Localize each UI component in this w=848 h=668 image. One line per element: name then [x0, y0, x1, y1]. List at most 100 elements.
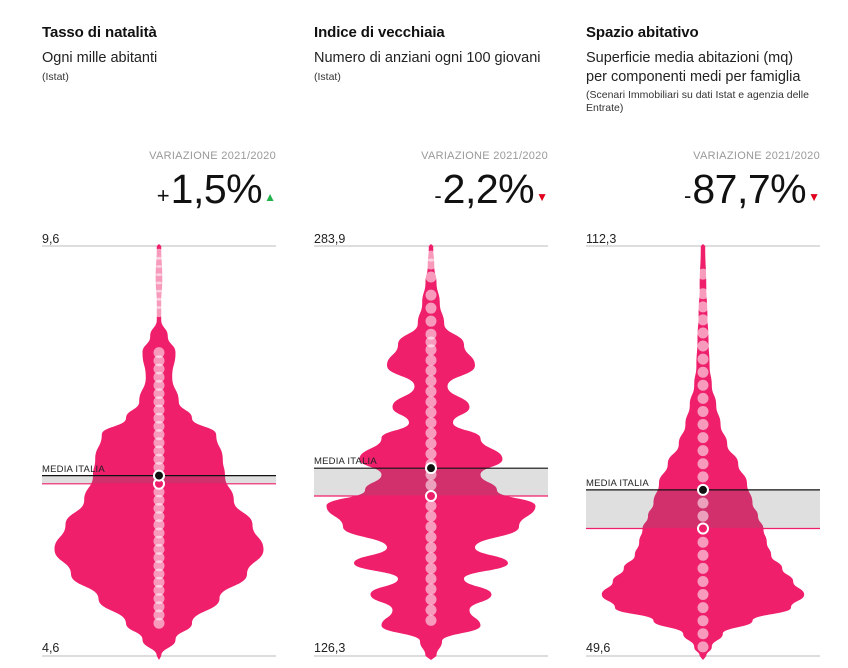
triangle-up-icon: ▲: [264, 190, 276, 204]
data-point: [153, 355, 165, 367]
data-point: [697, 288, 709, 300]
data-point: [425, 302, 437, 314]
data-point: [153, 371, 165, 383]
data-point: [697, 366, 709, 378]
variation: + 1,5% ▲: [157, 166, 276, 213]
data-point: [425, 258, 437, 270]
data-point: [697, 432, 709, 444]
data-point: [153, 396, 165, 408]
data-point: [153, 445, 165, 457]
data-point: [153, 420, 165, 432]
violin-plot: 9,6 4,6 MEDIA ITALIA: [42, 232, 276, 662]
subtitle-text: Superficie media abitazioni (mq) per com…: [586, 50, 801, 85]
chart-subtitle: Ogni mille abitanti (Istat): [42, 49, 274, 84]
data-point: [153, 363, 165, 375]
data-point: [425, 500, 437, 512]
violin-svg: [314, 244, 548, 660]
mean-2020-marker: [425, 490, 437, 503]
variation: - 2,2% ▼: [434, 166, 548, 213]
data-point: [697, 327, 709, 339]
data-point: [425, 542, 437, 554]
data-point: [697, 419, 709, 431]
data-point: [425, 562, 437, 574]
data-point: [697, 445, 709, 457]
y-min-label: 4,6: [42, 641, 60, 655]
variation-label: VARIAZIONE 2021/2020: [149, 150, 276, 162]
chart-subtitle: Numero di anziani ogni 100 giovani (Ista…: [314, 49, 546, 84]
data-point: [425, 344, 437, 356]
data-point: [153, 412, 165, 424]
data-point: [153, 388, 165, 400]
mean-2021-marker: [425, 462, 437, 475]
data-point: [153, 543, 165, 555]
data-point: [425, 437, 437, 449]
data-point: [153, 527, 165, 539]
chart-title: Tasso di natalità: [42, 24, 157, 41]
data-point: [425, 510, 437, 522]
data-point: [697, 589, 709, 601]
data-point: [425, 531, 437, 543]
data-point: [153, 379, 165, 391]
data-point: [153, 437, 165, 449]
data-point: [153, 289, 165, 301]
data-point: [153, 593, 165, 605]
variation-value: 87,7%: [692, 166, 807, 212]
data-point: [153, 535, 165, 547]
data-point: [153, 404, 165, 416]
panel-indice-vecchiaia: Indice di vecchiaia Numero di anziani og…: [314, 0, 548, 668]
data-point: [697, 628, 709, 640]
data-point: [425, 336, 437, 348]
y-max-label: 9,6: [42, 232, 60, 246]
data-point: [425, 552, 437, 564]
variation-sign: -: [434, 183, 442, 208]
data-point: [697, 575, 709, 587]
data-point: [153, 511, 165, 523]
data-point: [425, 479, 437, 491]
panel-spazio-abitativo: Spazio abitativo Superficie media abitaz…: [586, 0, 820, 668]
triangle-down-icon: ▼: [808, 190, 820, 204]
data-point: [697, 314, 709, 326]
data-point: [697, 379, 709, 391]
data-point: [425, 521, 437, 533]
data-point: [425, 375, 437, 387]
data-point: [425, 406, 437, 418]
data-point: [153, 347, 165, 359]
data-point: [153, 429, 165, 441]
data-point: [425, 427, 437, 439]
data-point: [697, 641, 709, 653]
data-point: [425, 594, 437, 606]
media-band: [586, 489, 820, 529]
variation: - 87,7% ▼: [684, 166, 820, 213]
variation-value: 2,2%: [442, 166, 535, 212]
data-point: [153, 256, 165, 268]
data-point: [425, 328, 437, 340]
media-italia-label: MEDIA ITALIA: [586, 477, 649, 489]
data-point: [697, 340, 709, 352]
variation-sign: -: [684, 183, 692, 208]
data-point: [153, 486, 165, 498]
source-note: (Istat): [42, 70, 69, 83]
variation-label: VARIAZIONE 2021/2020: [421, 150, 548, 162]
source-note: (Scenari Immobiliari su dati Istat e age…: [586, 89, 809, 114]
mean-2020-marker: [697, 522, 709, 535]
data-point: [697, 301, 709, 313]
data-point: [153, 568, 165, 580]
violin-svg: [586, 244, 820, 660]
data-point: [425, 448, 437, 460]
data-point: [425, 583, 437, 595]
data-point: [153, 560, 165, 572]
triangle-down-icon: ▼: [536, 190, 548, 204]
variation-sign: +: [156, 183, 170, 208]
data-point: [697, 510, 709, 522]
data-point: [153, 453, 165, 465]
data-point: [153, 281, 165, 293]
data-point: [697, 602, 709, 614]
data-point: [425, 250, 437, 262]
media-italia-label: MEDIA ITALIA: [314, 456, 377, 468]
data-point: [153, 576, 165, 588]
data-point: [697, 392, 709, 404]
data-point: [153, 494, 165, 506]
media-italia-label: MEDIA ITALIA: [42, 463, 105, 475]
data-point: [153, 609, 165, 621]
y-min-label: 49,6: [586, 641, 611, 655]
